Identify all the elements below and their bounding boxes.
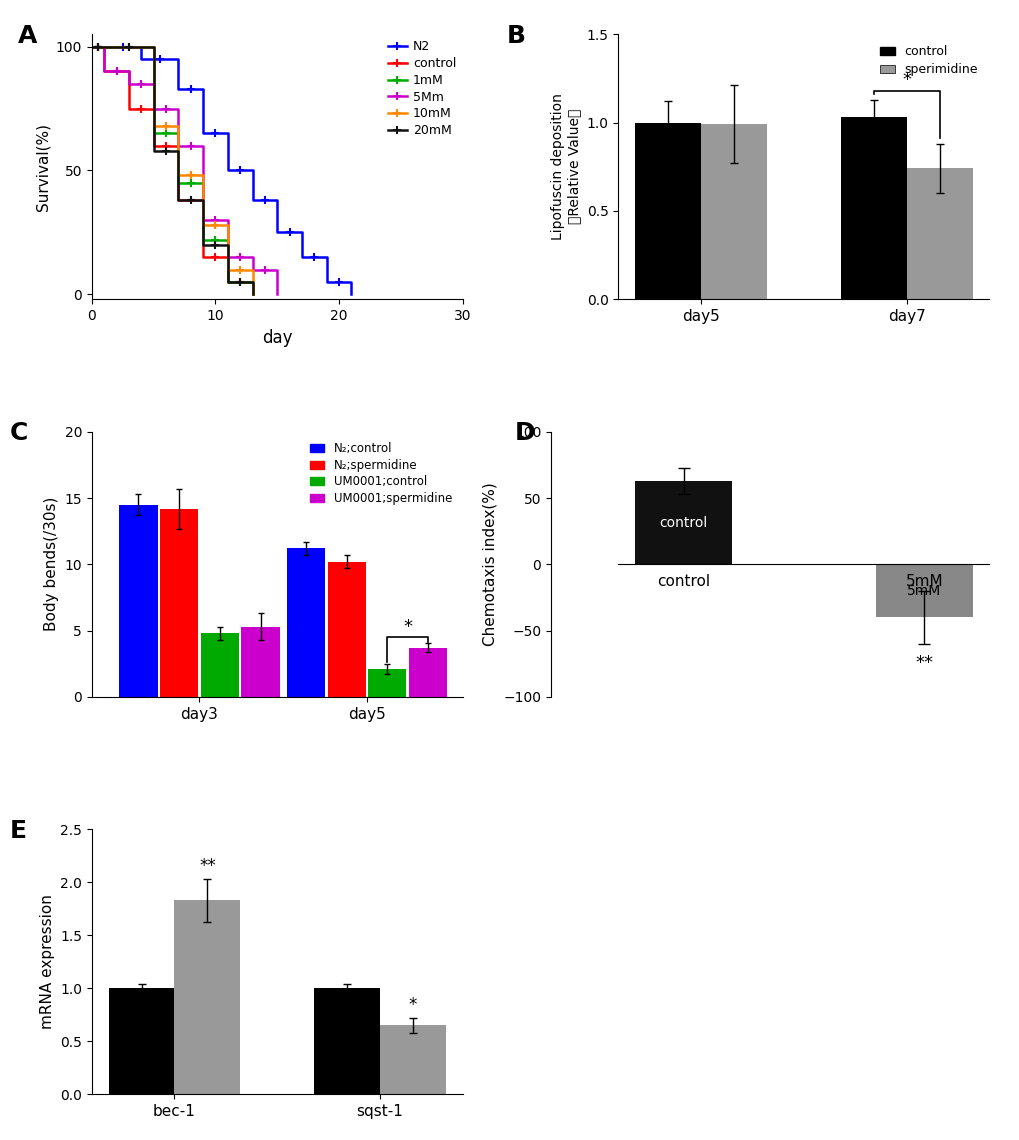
Text: *: * [902,71,910,89]
Text: 5mM: 5mM [906,584,941,597]
Text: D: D [515,421,535,446]
Text: *: * [403,618,412,636]
Legend: N₂;control, N₂;spermidine, UM0001;control, UM0001;spermidine: N₂;control, N₂;spermidine, UM0001;contro… [305,438,457,510]
Bar [409,648,446,697]
Bar [875,564,971,618]
Text: **: ** [914,654,932,673]
Bar [368,669,407,697]
Bar [840,117,906,300]
Text: B: B [506,24,526,48]
Y-axis label: Chemotaxis index(%): Chemotaxis index(%) [482,482,497,646]
Bar [906,169,971,300]
Bar [201,633,238,697]
Bar [119,505,158,697]
Text: control: control [658,515,707,530]
Text: *: * [409,996,417,1013]
Bar [635,123,700,300]
Bar [635,481,731,564]
Y-axis label: Lipofuscin deposition
（Relative Value）: Lipofuscin deposition （Relative Value） [550,93,581,241]
Y-axis label: mRNA expression: mRNA expression [40,895,54,1029]
Bar [160,508,198,697]
Bar [380,1026,445,1094]
Bar [286,548,325,697]
Bar [700,124,766,300]
Bar [314,988,380,1094]
Text: E: E [10,819,28,842]
Legend: control, spermidine: control, spermidine [643,849,763,897]
Bar [242,627,279,697]
Legend: control, sperimidine: control, sperimidine [874,40,982,81]
X-axis label: day: day [262,328,292,347]
Legend: N2, control, 1mM, 5Mm, 10mM, 20mM: N2, control, 1mM, 5Mm, 10mM, 20mM [387,40,457,137]
Bar [327,562,366,697]
Bar [174,901,240,1094]
Text: A: A [17,24,37,48]
Y-axis label: Body bends(/30s): Body bends(/30s) [44,497,59,632]
Text: **: ** [199,857,215,874]
Text: C: C [10,421,29,446]
Y-axis label: Survival(%): Survival(%) [35,123,50,211]
Bar [109,988,174,1094]
